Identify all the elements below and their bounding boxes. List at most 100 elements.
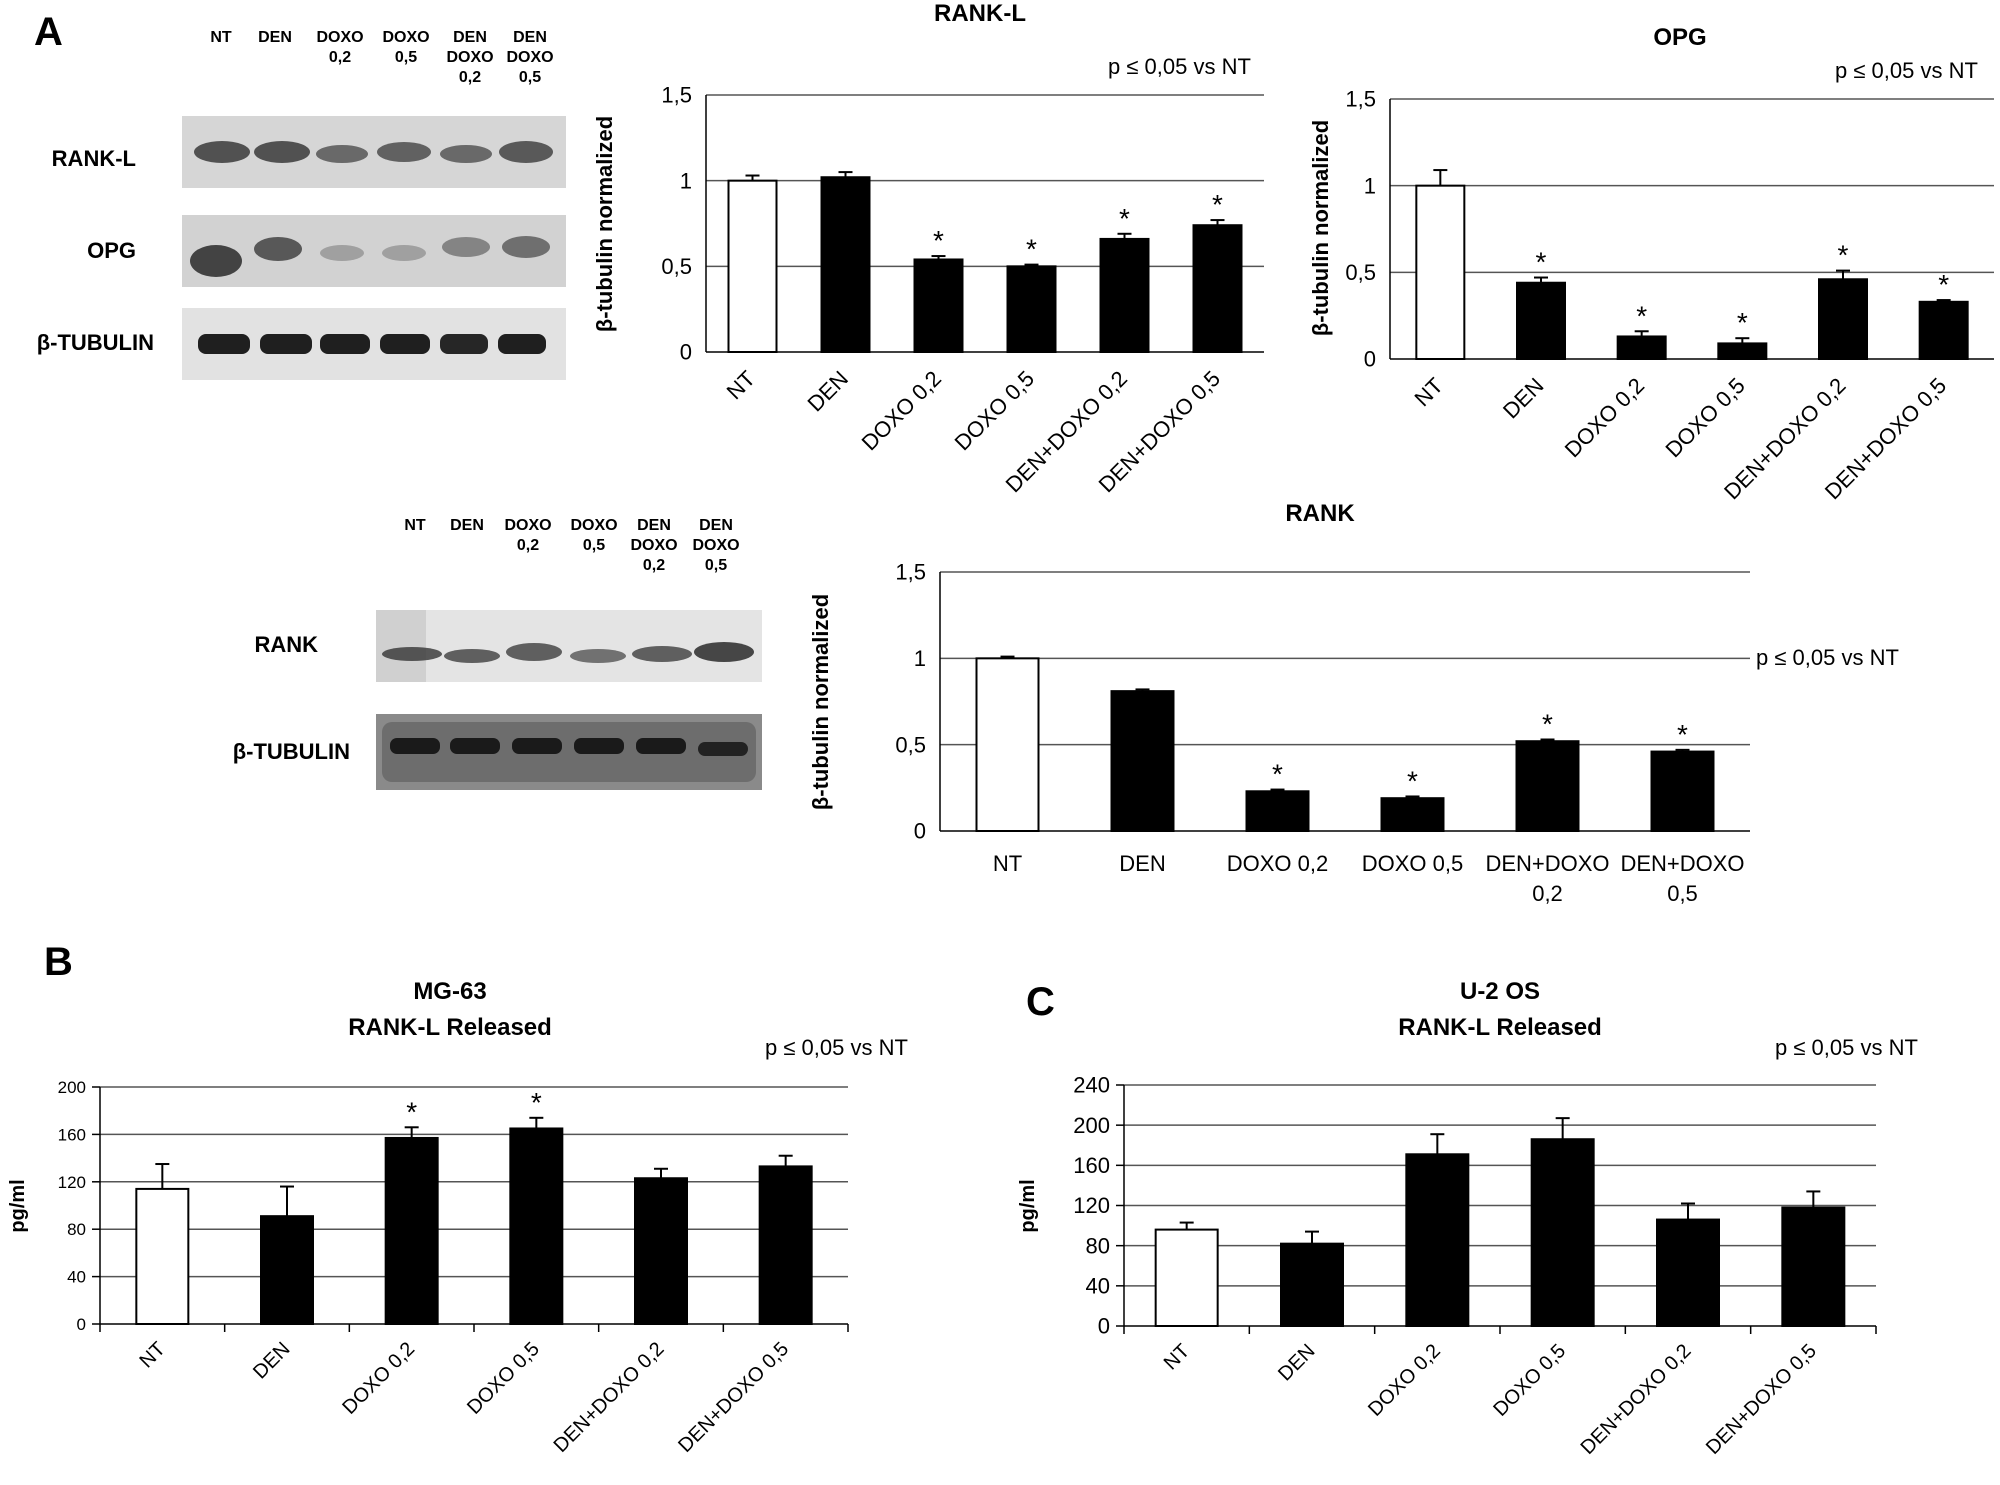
blot-bottom-lane-1: NT [404, 517, 426, 534]
u2os-y-tick-label: 0 [1098, 1314, 1110, 1339]
opg-bar-6 [1918, 300, 1969, 360]
opg-significance-note: p ≤ 0,05 vs NT [1835, 58, 1978, 83]
panel-label-c: C [1026, 980, 1055, 1024]
blot-top-lane-6: DEN DOXO 0,5 [506, 29, 554, 86]
rank-x-tick-label-5: DEN+DOXO [1485, 851, 1609, 876]
mg63-y-tick-label: 40 [67, 1268, 86, 1287]
blot-bottom-rank-strip [376, 610, 762, 682]
u2os-y-tick-label: 200 [1073, 1113, 1110, 1138]
u2os-significance-note: p ≤ 0,05 vs NT [1775, 1035, 1918, 1060]
rankl-bar-5 [1099, 237, 1150, 353]
u2os-y-axis-label: pg/ml [1017, 1179, 1039, 1232]
rankl-significance-marker-4: * [1026, 234, 1037, 265]
opg-bar-5 [1818, 278, 1868, 360]
opg-significance-marker-6: * [1938, 269, 1949, 300]
u2os-x-tick-label-4: DOXO 0,5 [1489, 1340, 1570, 1421]
opg-significance-marker-5: * [1838, 240, 1849, 271]
u2os-bar-2 [1280, 1242, 1344, 1327]
blot-top-lane-2: DEN [258, 29, 292, 46]
mg63-bar-1 [135, 1187, 190, 1326]
u2os-y-tick-label: 40 [1086, 1274, 1110, 1299]
panel-label-a: A [34, 10, 63, 54]
rankl-significance-note: p ≤ 0,05 vs NT [1108, 54, 1251, 79]
rankl-significance-marker-3: * [933, 225, 944, 256]
rank-y-tick-label: 1 [914, 646, 926, 671]
opg-bar-1 [1415, 184, 1466, 360]
blot-top-lane-1: NT [210, 29, 232, 46]
mg63-significance-note: p ≤ 0,05 vs NT [765, 1035, 908, 1060]
blot-bottom-row-tubulin-label: β-TUBULIN [232, 739, 350, 764]
blot-top-row-opg-label: OPG [87, 238, 136, 263]
u2os-y-tick-label: 240 [1073, 1073, 1110, 1098]
rank-x-tick-label-5: 0,2 [1532, 881, 1563, 906]
mg63-y-tick-label: 120 [58, 1173, 86, 1192]
opg-y-tick-label: 0 [1364, 347, 1376, 372]
rank-bar-1 [975, 657, 1040, 832]
rank-x-tick-label-6: 0,5 [1667, 881, 1698, 906]
u2os-chart-subtitle: RANK-L Released [1398, 1014, 1602, 1041]
blot-bottom-lane-2: DEN [450, 517, 484, 534]
mg63-significance-marker-4: * [531, 1087, 542, 1118]
mg63-bar-3 [384, 1136, 439, 1325]
rankl-bar-2 [820, 176, 871, 353]
u2os-y-tick-label: 160 [1073, 1153, 1110, 1178]
blot-bottom-lane-6: DEN DOXO 0,5 [692, 517, 740, 574]
blot-top-opg-strip [182, 215, 566, 287]
blot-bottom-row-rank-label: RANK [254, 632, 318, 657]
rankl-y-tick-label: 1 [680, 168, 692, 193]
panel-label-b: B [44, 940, 73, 984]
opg-significance-marker-4: * [1737, 307, 1748, 338]
rankl-significance-marker-6: * [1212, 189, 1223, 220]
rankl-y-axis-label: β-tubulin normalized [592, 116, 617, 332]
rankl-y-tick-label: 1,5 [661, 83, 692, 108]
u2os-bar-1 [1154, 1228, 1219, 1327]
u2os-x-tick-label-3: DOXO 0,2 [1364, 1340, 1445, 1421]
rank-y-axis-label: β-tubulin normalized [808, 594, 833, 810]
mg63-bar-5 [634, 1177, 688, 1325]
blot-top-lane-4: DOXO 0,5 [382, 29, 430, 66]
u2os-x-tick-label-6: DEN+DOXO 0,5 [1702, 1340, 1821, 1459]
blot-top-tubulin-strip [182, 308, 566, 380]
u2os-chart-title: U-2 OS [1459, 978, 1540, 1005]
opg-y-axis-label: β-tubulin normalized [1308, 120, 1333, 336]
rank-significance-marker-4: * [1407, 765, 1418, 796]
rank-significance-note: p ≤ 0,05 vs NT [1756, 645, 1899, 670]
mg63-bar-6 [758, 1165, 813, 1326]
blot-bottom-lane-4: DOXO 0,5 [570, 517, 618, 554]
mg63-y-tick-label: 160 [58, 1125, 86, 1144]
rank-x-tick-label-6: DEN+DOXO [1620, 851, 1744, 876]
mg63-bar-2 [260, 1215, 314, 1326]
rankl-bar-6 [1192, 224, 1243, 353]
rank-y-tick-label: 1,5 [895, 560, 926, 585]
u2os-x-tick-label-5: DEN+DOXO 0,2 [1577, 1340, 1696, 1459]
rank-x-tick-label-4: DOXO 0,5 [1362, 851, 1463, 876]
rankl-chart-title: RANK-L [934, 0, 1026, 27]
blot-top-rankl-strip [182, 116, 566, 188]
u2os-bar-3 [1405, 1153, 1470, 1327]
rank-y-tick-label: 0,5 [895, 732, 926, 757]
opg-chart-title: OPG [1653, 24, 1707, 51]
u2os-y-tick-label: 120 [1073, 1193, 1110, 1218]
u2os-x-tick-label-2: DEN [1274, 1340, 1319, 1385]
opg-bar-2 [1516, 281, 1566, 361]
rank-chart-title: RANK [1285, 500, 1355, 527]
mg63-y-tick-label: 80 [67, 1220, 86, 1239]
blot-top-row-tubulin-label: β-TUBULIN [36, 330, 154, 355]
blot-top-lane-3: DOXO 0,2 [316, 29, 364, 66]
rank-significance-marker-5: * [1542, 708, 1553, 739]
opg-y-tick-label: 1 [1364, 173, 1376, 198]
u2os-x-tick-label-1: NT [1160, 1340, 1194, 1374]
rank-y-tick-label: 0 [914, 819, 926, 844]
blot-top-lane-5: DEN DOXO 0,2 [446, 29, 494, 86]
rank-bar-2 [1110, 690, 1175, 833]
u2os-bar-4 [1530, 1138, 1595, 1327]
opg-significance-marker-3: * [1636, 300, 1647, 331]
u2os-y-tick-label: 80 [1086, 1233, 1110, 1258]
mg63-chart-title: MG-63 [413, 978, 487, 1005]
rankl-y-tick-label: 0,5 [661, 254, 692, 279]
